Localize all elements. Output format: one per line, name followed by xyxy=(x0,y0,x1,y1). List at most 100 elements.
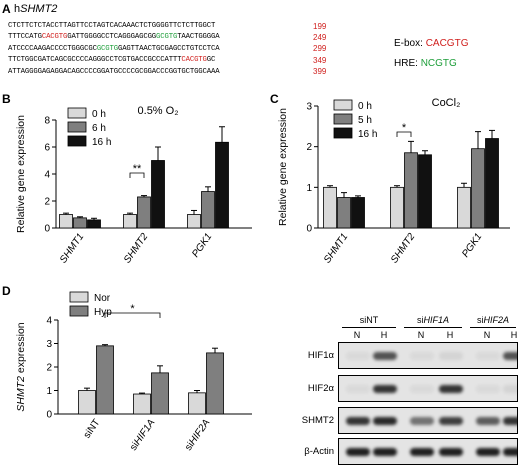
gene-title: hSHMT2 xyxy=(14,3,57,15)
blot-group-underline xyxy=(470,327,516,328)
sequence-line: CTCTTCTCTACCTTAGTTCCTAGTCACAAACTCTGGGGTT… xyxy=(8,22,215,30)
chart-panel-c: 0 1 2 3 Relative gene expression SHMT1 SHMT2 PG… xyxy=(277,97,510,265)
bar xyxy=(215,141,229,229)
blot-lane-label: N xyxy=(483,330,491,340)
bar xyxy=(337,197,351,229)
x-tick-label: SHMT2 xyxy=(389,231,418,265)
y-axis-label: SHMT2 expression xyxy=(15,322,27,411)
panel-c-label: C xyxy=(270,92,279,106)
legend-swatch xyxy=(69,305,89,317)
blot-band xyxy=(476,352,500,360)
bar xyxy=(323,186,337,229)
blot-band xyxy=(373,352,397,360)
legend-swatch xyxy=(67,121,87,133)
y-tick-label: 3 xyxy=(306,102,312,113)
blot-band xyxy=(410,417,434,425)
blot-lane-label: N xyxy=(353,330,361,340)
y-axis-label: Relative gene expression xyxy=(15,115,27,233)
blot-group-prefix: si xyxy=(416,315,424,325)
blot-band xyxy=(503,385,517,393)
blot-group-label: siHIF2A xyxy=(466,315,520,325)
y-axis-label-rest: expression xyxy=(15,322,27,376)
blot-strip xyxy=(338,438,518,465)
legend-label: 16 h xyxy=(92,137,111,148)
blot-band xyxy=(476,448,500,456)
sequence-segment: GATTGGGGCCTCAGGGAGCGG xyxy=(67,33,157,42)
legend-label: 0 h xyxy=(358,101,372,112)
blot-lane-label: H xyxy=(446,330,454,340)
bar xyxy=(418,154,432,229)
x-tick-label: siHIF1A xyxy=(128,417,158,453)
y-tick-label: 2 xyxy=(306,142,312,153)
legend-label: 16 h xyxy=(358,129,377,140)
y-tick-label: 2 xyxy=(46,363,52,374)
bar xyxy=(59,214,73,229)
bar xyxy=(187,214,201,229)
blot-group-prefix: si xyxy=(476,315,484,325)
bar xyxy=(201,191,215,229)
gene-prefix: h xyxy=(14,3,21,15)
x-tick-label: SHMT1 xyxy=(322,231,350,265)
hre-sequence: NCGTG xyxy=(420,58,457,69)
y-tick-label: 6 xyxy=(44,143,50,154)
blot-band xyxy=(503,352,517,360)
bar xyxy=(390,186,404,229)
blot-band xyxy=(439,352,463,360)
blot-band xyxy=(476,417,500,425)
bar xyxy=(133,393,151,415)
y-tick-label: 1 xyxy=(306,183,312,194)
panel-a-label: A xyxy=(2,2,11,16)
bar xyxy=(151,160,165,229)
bar xyxy=(351,197,365,229)
ebox-sequence: CACGTG xyxy=(425,38,469,49)
gene-name: SHMT2 xyxy=(20,3,58,15)
blot-lane-label: H xyxy=(380,330,388,340)
panel-d-label: D xyxy=(2,284,11,298)
sequence-segment: GC xyxy=(206,56,216,65)
blot-band xyxy=(439,385,463,393)
legend-swatch xyxy=(67,107,87,119)
bar xyxy=(123,214,137,229)
bar xyxy=(87,219,101,229)
blot-band xyxy=(410,352,434,360)
blot-band xyxy=(346,417,370,425)
blot-group-gene: HIF2A xyxy=(483,315,509,325)
hre-legend: HRE: NCGTG xyxy=(394,58,457,69)
blot-row-label: HIF2α xyxy=(307,383,334,394)
y-tick-label: 4 xyxy=(46,316,52,327)
blot-band xyxy=(373,385,397,393)
bar xyxy=(96,345,114,415)
sequence-line: ATCCCCAAGACCCCTGGGCGCGCGTGGAGTTAACTGCGAG… xyxy=(8,44,220,53)
significance-marker: * xyxy=(402,122,407,134)
y-tick-label: 4 xyxy=(44,170,50,181)
blot-group-gene: HIF1A xyxy=(423,315,449,325)
x-tick-label-gene: HIF1A xyxy=(132,417,157,447)
y-tick-label: 0 xyxy=(306,224,312,235)
sequence-line: TTTCCATGCACGTGGATTGGGGCCTCAGGGAGCGGGCGTG… xyxy=(8,33,220,42)
y-tick-label: 0 xyxy=(46,410,52,421)
chart-title: 0.5% O₂ xyxy=(138,105,179,117)
blot-group-label: siNT xyxy=(359,315,379,325)
sequence-segment: TAACTGGGGA xyxy=(177,33,220,42)
blot-band xyxy=(373,417,397,425)
x-tick-label: siNT xyxy=(82,417,103,440)
x-tick-label: PGK1 xyxy=(460,231,484,259)
blot-band xyxy=(346,448,370,456)
sequence-position: 349 xyxy=(313,55,327,65)
sequence-segment: TTCTGGCGATCAGCGCCCCAGGGCCTCGTGACCGCCCATT… xyxy=(8,56,182,65)
x-tick-label: SHMT1 xyxy=(58,231,86,265)
x-tick-label: siHIF2A xyxy=(183,417,213,453)
sequence-segment: GAGTTAACTGCGAGCCTGTCCTCA xyxy=(117,44,220,53)
sequence-position: 199 xyxy=(313,21,327,31)
sequence-position: 249 xyxy=(313,32,327,42)
significance-bracket xyxy=(396,131,412,137)
legend-label: 5 h xyxy=(358,115,372,126)
sequence-segment: CTCTTCTCTACCTTAGTTCCTAGTCACAAACTCTGGGGTT… xyxy=(8,22,216,30)
chart-panel-d: 0 1 2 3 4 SHMT2 expression siNT siHIF1A siHIF2A N… xyxy=(15,291,252,453)
ebox-motif: CACGTG xyxy=(181,56,207,65)
blot-band xyxy=(439,448,463,456)
x-tick-label: SHMT2 xyxy=(122,231,151,265)
sequence-segment: ATTAGGGGAGAGGACAGCCCCGGATGCCCCGCGGACCCGG… xyxy=(8,67,220,76)
sequence-position: 299 xyxy=(313,44,327,54)
significance-bracket xyxy=(129,172,145,178)
